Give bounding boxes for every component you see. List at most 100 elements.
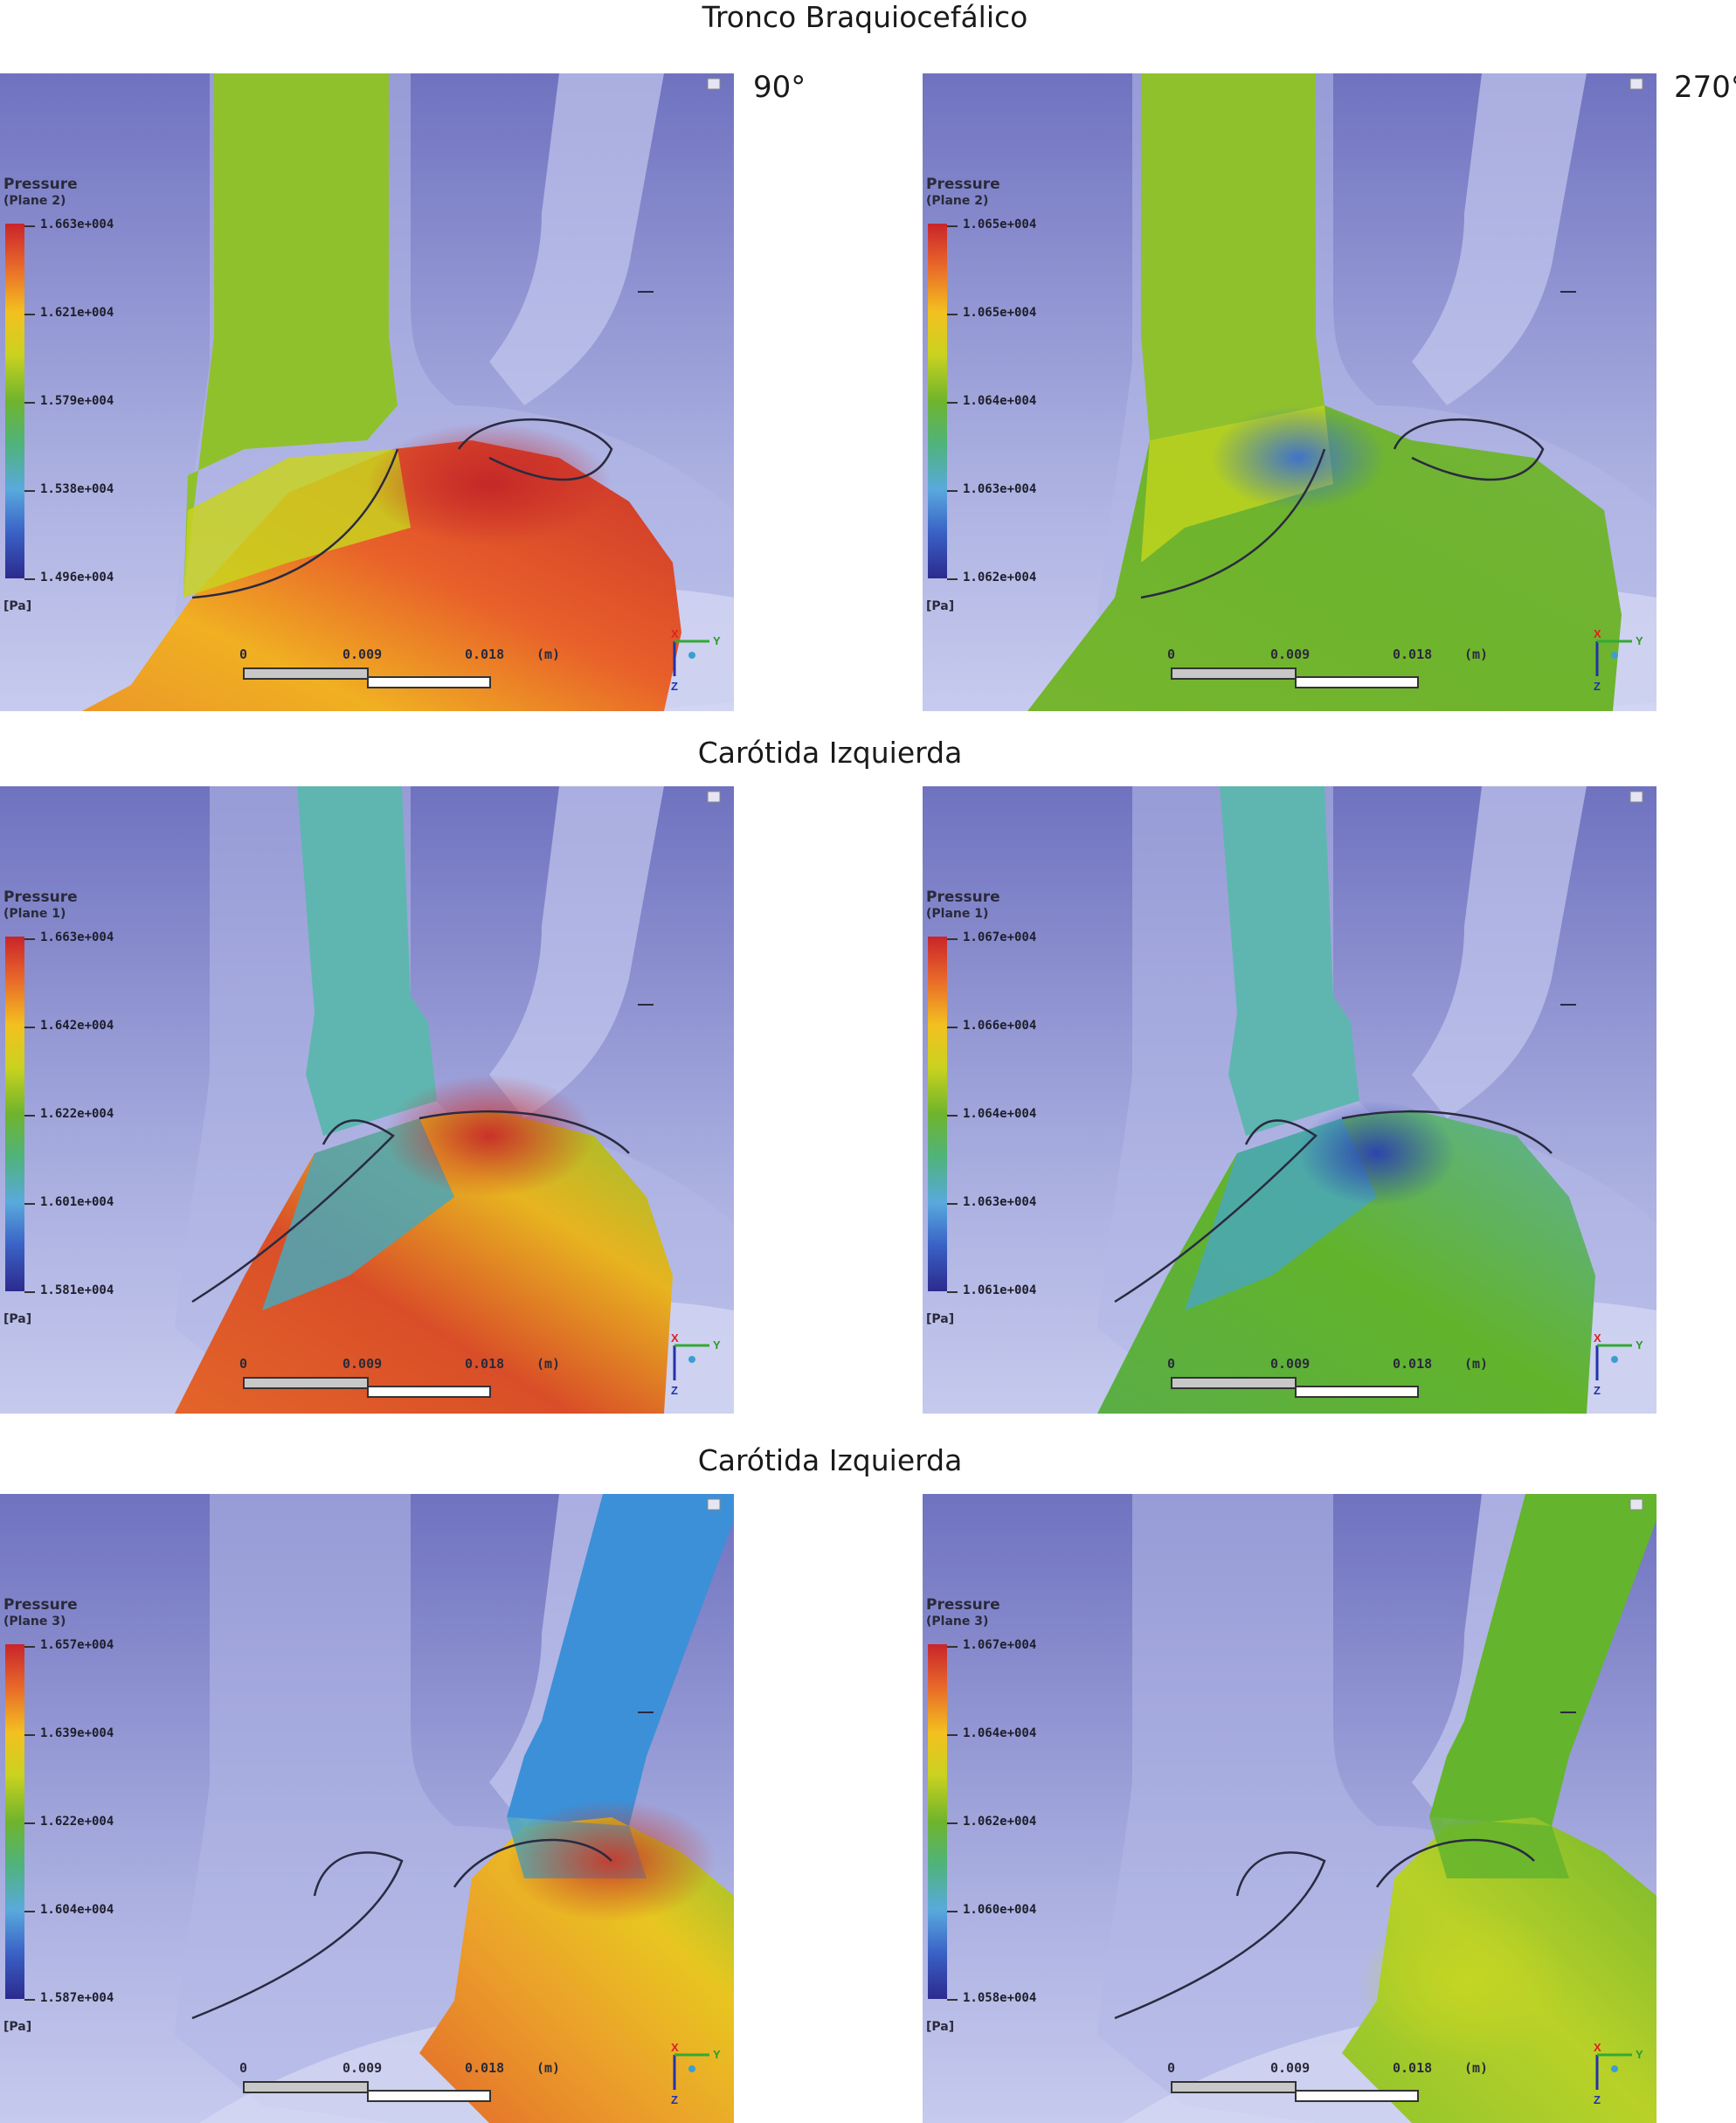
legend-tick-label: 1.538e+004: [40, 482, 114, 496]
legend-tick-label: 1.622e+004: [40, 1815, 114, 1829]
scale-label-zero: 0: [239, 2060, 248, 2076]
cfd-render: X Y Z: [923, 786, 1656, 1414]
legend-tick: [24, 938, 35, 940]
legend-unit: [Pa]: [926, 599, 955, 613]
scale-label-mid: 0.009: [1270, 1356, 1311, 1372]
vessel-contour: [1141, 73, 1324, 440]
corner-icon: [707, 791, 721, 803]
legend-tick-label: 1.639e+004: [40, 1726, 114, 1740]
legend-tick: [24, 225, 35, 227]
scale-label-unit: (m): [1464, 1356, 1489, 1372]
legend-tick-label: 1.663e+004: [40, 218, 114, 232]
vessel-contour: [297, 786, 437, 1136]
legend-tick: [24, 1027, 35, 1028]
legend-tick: [24, 1291, 35, 1293]
legend-plane: (Plane 2): [3, 194, 66, 208]
color-scale-bar: [928, 937, 947, 1291]
legend-plane: (Plane 3): [926, 1615, 989, 1629]
angle-label-right: 270°: [1674, 70, 1736, 105]
pressure-panel-3: X Y Z Pressure (Plane 1) 1.663e+004 1.642e+004…: [0, 786, 734, 1414]
legend-tick: [947, 1734, 958, 1736]
scale-bar-filled: [243, 2081, 369, 2093]
legend-tick: [947, 578, 958, 580]
scale-bar-filled: [1171, 667, 1297, 680]
cfd-render: X Y Z: [923, 73, 1656, 711]
valve-outline: [191, 1838, 612, 2020]
scale-label-mid: 0.009: [1270, 647, 1311, 662]
color-scale-bar: [5, 224, 24, 578]
scale-bar-empty: [1295, 676, 1419, 688]
legend-unit: [Pa]: [3, 1312, 32, 1326]
color-scale-bar: [928, 1644, 947, 1999]
legend-tick: [24, 1646, 35, 1648]
scale-label-unit: (m): [536, 647, 561, 662]
scale-label-max: 0.018: [465, 2060, 505, 2076]
legend-tick: [24, 314, 35, 315]
legend-tick-label: 1.657e+004: [40, 1638, 114, 1652]
scale-label-mid: 0.009: [342, 647, 383, 662]
ghost-vessel: [1412, 786, 1587, 1118]
x-axis-label: X: [671, 2041, 679, 2054]
scale-label-zero: 0: [239, 1356, 248, 1372]
neck-contour: [183, 449, 411, 598]
z-axis-label: Z: [671, 2093, 678, 2106]
ghost-vessel: [489, 73, 664, 405]
legend-tick: [947, 314, 958, 315]
legend-tick-label: 1.063e+004: [963, 482, 1037, 496]
legend-unit: [Pa]: [3, 599, 32, 613]
legend-tick-label: 1.579e+004: [40, 394, 114, 408]
pressure-panel-2: X Y Z Pressure (Plane 2) 1.065e+004 1.065e+004…: [923, 73, 1656, 711]
legend-tick-label: 1.062e+004: [963, 571, 1037, 584]
y-axis-label: Y: [713, 2048, 721, 2061]
y-axis-label: Y: [713, 634, 721, 647]
legend-title: Pressure: [926, 1596, 1000, 1614]
z-axis-label: Z: [1594, 2093, 1601, 2106]
scale-label-zero: 0: [1167, 647, 1176, 662]
legend-tick-label: 1.067e+004: [963, 1638, 1037, 1652]
legend-title: Pressure: [3, 1596, 78, 1614]
legend-unit: [Pa]: [3, 2020, 32, 2034]
scale-bar-empty: [1295, 2090, 1419, 2102]
color-scale-bar: [5, 937, 24, 1291]
legend-tick-label: 1.587e+004: [40, 1991, 114, 2005]
valve-outline: [191, 1110, 630, 1304]
x-axis-label: X: [671, 1331, 679, 1345]
corner-icon: [1629, 791, 1643, 803]
vessel-contour: [1429, 1494, 1656, 1826]
pressure-panel-5: X Y Z Pressure (Plane 3) 1.657e+004 1.639e+004…: [0, 1494, 734, 2123]
scale-bar-filled: [1171, 2081, 1297, 2093]
legend-tick: [24, 1734, 35, 1736]
legend-tick-label: 1.601e+004: [40, 1195, 114, 1209]
legend-tick: [24, 1115, 35, 1117]
legend-tick-label: 1.622e+004: [40, 1107, 114, 1121]
legend-tick: [947, 1203, 958, 1205]
scale-bar-empty: [367, 2090, 491, 2102]
scale-label-unit: (m): [536, 1356, 561, 1372]
legend-tick-label: 1.064e+004: [963, 394, 1037, 408]
corner-icon: [1629, 1498, 1643, 1511]
legend-title: Pressure: [926, 889, 1000, 906]
scale-bar-empty: [1295, 1386, 1419, 1398]
axis-dot: [1611, 2065, 1618, 2072]
legend-tick-label: 1.064e+004: [963, 1107, 1037, 1121]
legend-unit: [Pa]: [926, 1312, 955, 1326]
scale-label-zero: 0: [239, 647, 248, 662]
valve-outline: [1114, 1110, 1553, 1304]
axis-dot: [688, 2065, 695, 2072]
legend-tick: [947, 1911, 958, 1912]
pressure-extreme: [384, 1075, 594, 1197]
x-axis-label: X: [671, 627, 679, 640]
pressure-panel-4: X Y Z Pressure (Plane 1) 1.067e+004 1.066e+004…: [923, 786, 1656, 1414]
section-title-carotida-2: Carótida Izquierda: [697, 1443, 963, 1477]
valve-outline: [191, 418, 613, 599]
legend-title: Pressure: [926, 176, 1000, 193]
legend-tick: [947, 225, 958, 227]
cfd-render: X Y Z: [923, 1494, 1656, 2123]
color-scale-bar: [928, 224, 947, 578]
legend-tick: [947, 1291, 958, 1293]
legend-unit: [Pa]: [926, 2020, 955, 2034]
axis-dot: [1611, 1356, 1618, 1363]
legend-tick-label: 1.061e+004: [963, 1283, 1037, 1297]
pressure-extreme: [367, 423, 612, 545]
scale-label-max: 0.018: [465, 647, 505, 662]
